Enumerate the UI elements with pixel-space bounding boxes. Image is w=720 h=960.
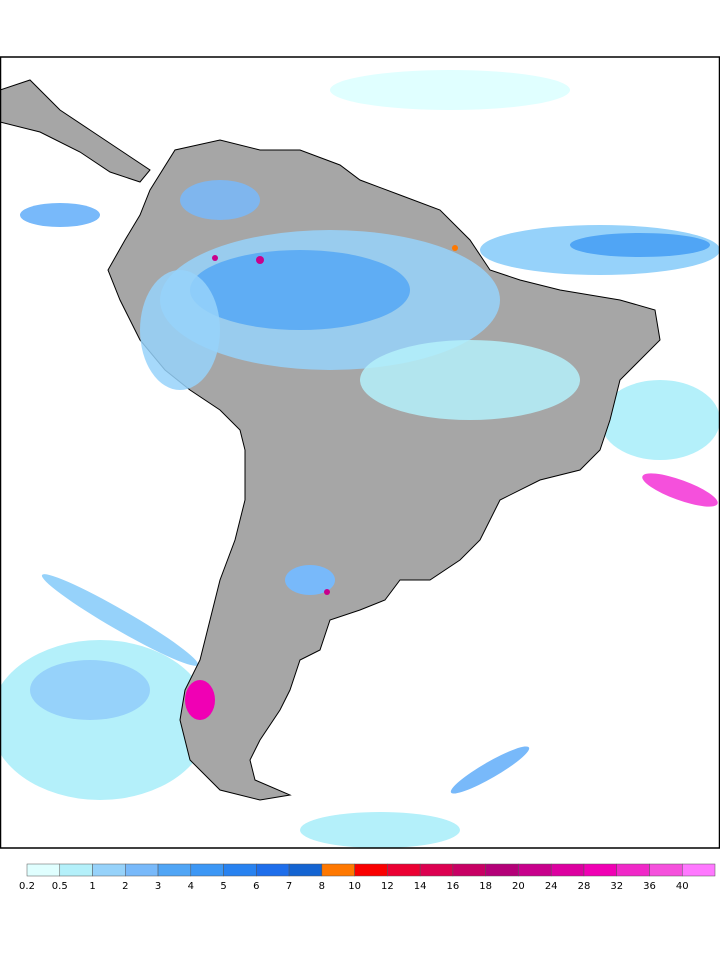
precip-area: [300, 812, 460, 848]
colorbar-label: 12: [381, 881, 394, 892]
colorbar-swatch: [485, 863, 519, 877]
precip-area: [41, 574, 199, 666]
central-america: [0, 79, 151, 183]
colorbar-label: 3: [155, 881, 161, 892]
colorbar-swatch: [321, 863, 355, 877]
precip-area: [570, 233, 710, 257]
colorbar-swatch: [649, 863, 683, 877]
precip-area: [256, 256, 264, 264]
colorbar-swatch: [256, 863, 290, 877]
map: [0, 70, 720, 848]
colorbar-label: 16: [447, 881, 460, 892]
precip-area: [140, 270, 220, 390]
colorbar-label: 20: [512, 881, 525, 892]
precip-area: [180, 180, 260, 220]
colorbar-swatch: [583, 863, 617, 877]
colorbar-swatch: [190, 863, 224, 877]
precip-area: [190, 250, 410, 330]
precip-area: [185, 680, 215, 720]
colorbar-swatch: [518, 863, 552, 877]
colorbar-swatch: [157, 863, 192, 877]
colorbar-swatch: [550, 863, 585, 877]
colorbar-label: 0.2: [19, 881, 35, 892]
colorbar-swatch: [387, 863, 421, 877]
colorbar-swatch: [92, 863, 126, 877]
colorbar-label: 28: [578, 881, 591, 892]
colorbar-swatch: [616, 863, 650, 877]
precip-area: [600, 380, 720, 460]
precip-area: [324, 589, 330, 595]
colorbar-label: 5: [220, 881, 226, 892]
colorbar-label: 40: [676, 881, 689, 892]
colorbar-swatch: [419, 863, 454, 877]
colorbar: 0.2 0.5 1 2 3 4 5 6 7 8 10 12 14 16 18 20 24 28 32 36 40: [19, 863, 716, 892]
colorbar-swatch: [26, 863, 61, 877]
colorbar-label: 32: [610, 881, 623, 892]
precip-area: [285, 565, 335, 595]
colorbar-label: 10: [348, 881, 361, 892]
colorbar-label: 7: [286, 881, 292, 892]
precip-area: [20, 203, 100, 227]
colorbar-swatch: [354, 863, 388, 877]
colorbar-swatch: [681, 863, 716, 877]
colorbar-swatch: [288, 863, 323, 877]
colorbar-label: 0.5: [52, 881, 68, 892]
colorbar-label: 24: [545, 881, 558, 892]
colorbar-label: 1: [89, 881, 95, 892]
precip-area: [330, 70, 570, 110]
colorbar-label: 8: [319, 881, 325, 892]
colorbar-swatch: [223, 863, 257, 877]
colorbar-label: 4: [188, 881, 194, 892]
colorbar-label: 6: [253, 881, 259, 892]
colorbar-label: 2: [122, 881, 128, 892]
colorbar-swatch: [59, 863, 93, 877]
colorbar-label: 18: [479, 881, 492, 892]
precip-area: [30, 660, 150, 720]
colorbar-swatch: [125, 863, 159, 877]
precip-area: [450, 746, 530, 794]
precip-area: [452, 245, 458, 251]
colorbar-label: 36: [643, 881, 656, 892]
precip-area: [212, 255, 218, 261]
precip-area: [642, 473, 718, 507]
colorbar-label: 14: [414, 881, 427, 892]
precip-area: [360, 340, 580, 420]
colorbar-swatch: [452, 863, 486, 877]
